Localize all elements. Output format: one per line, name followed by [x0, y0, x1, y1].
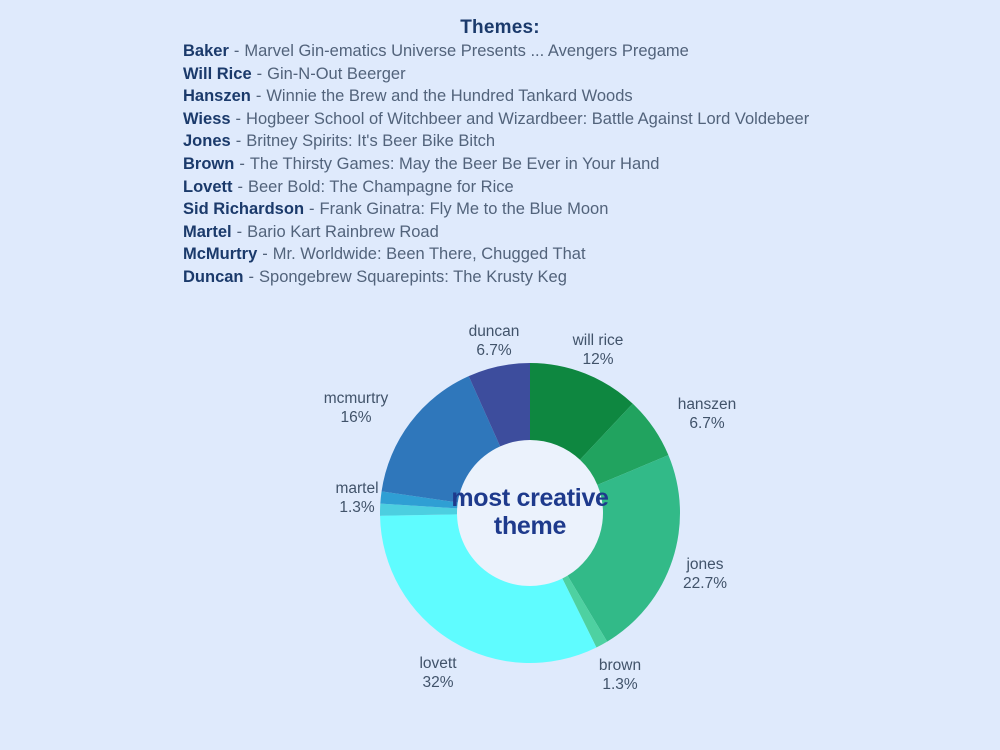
slice-label-duncan: duncan 6.7%	[469, 322, 520, 360]
slice-label-percent: 12%	[582, 351, 614, 368]
college-name: Baker	[183, 42, 229, 60]
college-name: Duncan	[183, 267, 244, 286]
slice-label-percent: 1.3%	[339, 499, 375, 516]
slice-label-percent: 6.7%	[476, 342, 512, 359]
slice-label-will-rice: will rice 12%	[573, 331, 624, 369]
slice-martel	[380, 491, 458, 509]
theme-text: Marvel Gin-ematics Universe Presents ...…	[244, 42, 689, 60]
legend-row-sid-richardson: Sid Richardson - Frank Ginatra: Fly Me to …	[183, 198, 809, 221]
theme-text: Frank Ginatra: Fly Me to the Blue Moon	[319, 200, 609, 219]
slice-label-lovett: lovett 32%	[419, 654, 456, 692]
separator: -	[255, 87, 262, 106]
slice-brown	[562, 575, 608, 648]
chart-center-title-line2: theme	[493, 511, 567, 540]
slice-label-name: martel	[335, 480, 379, 497]
separator: -	[235, 132, 242, 151]
separator: -	[248, 267, 255, 286]
slice-label-name: hanszen	[677, 396, 737, 413]
theme-text: Britney Spirits: It's Beer Bike Bitch	[246, 132, 496, 151]
theme-text: Bario Kart Rainbrew Road	[247, 222, 439, 241]
college-name: Jones	[183, 132, 231, 151]
slice-label-name: brown	[598, 657, 642, 674]
themes-legend: Baker - Marvel Gin-ematics Universe Presen…	[183, 40, 809, 289]
slice-label-percent: 1.3%	[602, 676, 638, 693]
legend-row-brown: Brown - The Thirsty Games: May the Beer Be…	[183, 153, 809, 176]
legend-row-wiess: Wiess - Hogbeer School of Witchbeer and Wi…	[183, 108, 809, 131]
slice-label-hanszen: hanszen 6.7%	[678, 395, 737, 433]
theme-text: Winnie the Brew and the Hundred Tankard …	[266, 87, 633, 106]
separator: -	[256, 64, 263, 83]
theme-text: The Thirsty Games: May the Beer Be Ever …	[249, 154, 660, 173]
donut-hole	[455, 438, 605, 588]
college-name: Brown	[183, 154, 235, 173]
slice-label-name: lovett	[419, 655, 457, 672]
slice-label-percent: 6.7%	[689, 415, 725, 432]
themes-heading: Themes:	[460, 17, 540, 38]
slice-label-percent: 16%	[340, 409, 372, 426]
legend-row-lovett: Lovett - Beer Bold: The Champagne for Rice	[183, 176, 809, 199]
chart-center-title-line1: most creative	[451, 483, 609, 512]
legend-row-martel: Martel - Bario Kart Rainbrew Road	[183, 221, 809, 244]
slice-label-name: duncan	[468, 323, 520, 340]
slice-label-percent: 22.7%	[683, 575, 727, 592]
slice-label-brown: brown 1.3%	[599, 656, 641, 694]
chart-center-title: most creative theme	[451, 483, 609, 540]
slice-label-mcmurtry: mcmurtry 16%	[324, 389, 389, 427]
slice-label-name: mcmurtry	[323, 390, 389, 407]
legend-row-duncan: Duncan - Spongebrew Squarepints: The Krust…	[183, 266, 809, 289]
slice-jones	[567, 455, 681, 642]
college-name: Hanszen	[183, 87, 251, 106]
theme-text: Beer Bold: The Champagne for Rice	[248, 177, 514, 196]
separator: -	[262, 245, 268, 264]
theme-text: Gin-N-Out Beerger	[267, 64, 406, 83]
legend-row-baker: Baker - Marvel Gin-ematics Universe Presen…	[183, 40, 809, 63]
legend-row-mcmurtry: McMurtry - Mr. Worldwide: Been There, Chug…	[183, 243, 809, 266]
college-name: Martel	[183, 222, 232, 241]
legend-row-will-rice: Will Rice - Gin-N-Out Beerger	[183, 63, 809, 86]
theme-text: Mr. Worldwide: Been There, Chugged That	[272, 245, 586, 264]
college-name: Will Rice	[183, 64, 252, 83]
college-name: McMurtry	[183, 245, 258, 264]
college-name: Sid Richardson	[183, 200, 305, 219]
separator: -	[309, 200, 315, 219]
slice-label-jones: jones 22.7%	[683, 555, 727, 593]
theme-text: Hogbeer School of Witchbeer and Wizardbe…	[246, 109, 810, 128]
slice-will-rice	[530, 363, 633, 460]
slice-label-percent: 32%	[422, 674, 454, 691]
theme-text: Spongebrew Squarepints: The Krusty Keg	[259, 267, 567, 286]
college-name: Wiess	[183, 109, 231, 128]
separator: -	[233, 42, 240, 60]
slice-lovett	[380, 514, 597, 663]
slice-label-name: jones	[686, 556, 724, 573]
separator: -	[239, 154, 245, 173]
legend-row-jones: Jones - Britney Spirits: It's Beer Bike Bi…	[183, 130, 809, 153]
college-name: Lovett	[183, 177, 233, 196]
slice-sid-richardson	[380, 503, 458, 516]
separator: -	[237, 177, 244, 196]
slice-label-martel: martel 1.3%	[335, 479, 378, 517]
separator: -	[236, 222, 243, 241]
slice-duncan	[468, 363, 530, 447]
slice-hanszen	[579, 403, 669, 485]
separator: -	[235, 109, 242, 128]
slice-label-name: will rice	[572, 332, 624, 349]
slice-mcmurtry	[381, 376, 501, 503]
legend-row-hanszen: Hanszen - Winnie the Brew and the Hundred …	[183, 85, 809, 108]
